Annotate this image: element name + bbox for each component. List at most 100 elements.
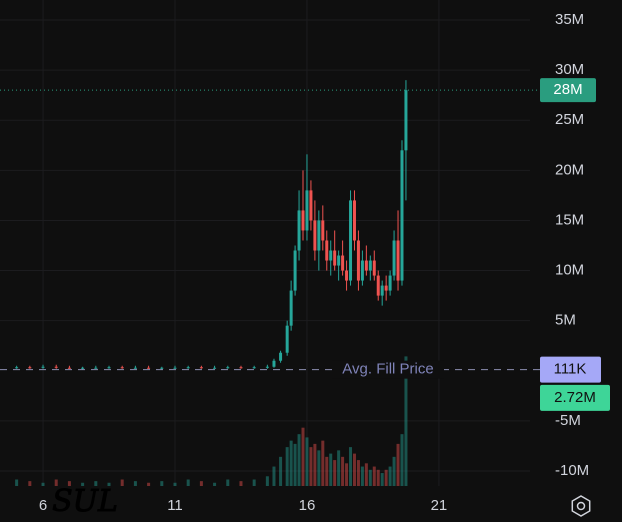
volume-bar <box>317 450 321 486</box>
candle-body <box>147 367 151 369</box>
settings-icon[interactable] <box>571 495 591 517</box>
candle-body <box>337 255 341 266</box>
candle-body <box>376 275 380 296</box>
volume-bar <box>239 481 243 486</box>
candle-body <box>368 260 372 271</box>
candle-body <box>265 366 269 368</box>
volume-bar <box>301 427 305 486</box>
volume-bar <box>392 456 396 486</box>
last-price-tag <box>540 78 596 103</box>
x-tick-label: 11 <box>167 497 183 514</box>
avg-fill-tag <box>540 356 601 383</box>
volume-bar <box>293 443 297 486</box>
candle-body <box>107 367 111 369</box>
candle-body <box>297 210 301 251</box>
volume-bar <box>309 447 313 486</box>
volume-bar <box>337 450 341 486</box>
volume-bar <box>173 482 177 486</box>
volume-bar <box>384 469 388 486</box>
x-tick-label: 21 <box>431 497 448 514</box>
volume-bar <box>341 456 345 486</box>
volume-bar <box>400 434 404 486</box>
candle-body <box>313 220 317 251</box>
volume-bar <box>285 447 289 486</box>
volume-bar <box>321 440 325 486</box>
candle-body <box>133 367 137 369</box>
candle-body <box>94 367 98 369</box>
candle-body <box>305 190 309 231</box>
settings-hexagon[interactable] <box>571 495 591 517</box>
volume-bar <box>372 466 376 486</box>
volume-bar <box>67 481 71 486</box>
avg-fill-text: Avg. Fill Price <box>342 361 433 378</box>
x-tick-label: 16 <box>299 497 316 514</box>
scribble-annotation: SUL <box>52 484 118 519</box>
y-tick-label: 15M <box>555 211 584 228</box>
candle-body <box>54 366 58 368</box>
candle-body <box>213 367 217 369</box>
volume-bar <box>368 469 372 486</box>
candle-body <box>329 250 333 261</box>
volume-bar <box>356 460 360 486</box>
volume-bar <box>388 466 392 486</box>
volume-bar <box>364 463 368 486</box>
y-tick-label: 10M <box>555 262 584 279</box>
y-tick-label: -10M <box>555 462 589 479</box>
candle-body <box>160 367 164 369</box>
volume-bar <box>41 482 45 486</box>
candle-body <box>120 367 124 369</box>
candle-body <box>341 255 345 271</box>
volume-bar <box>94 481 98 486</box>
candle-body <box>199 367 203 369</box>
y-tick-label: 25M <box>555 111 584 128</box>
volume-bar <box>360 466 364 486</box>
last-price-label: 28M <box>553 81 582 98</box>
candle-body <box>325 240 329 261</box>
volume-bar <box>265 476 269 486</box>
volume-bar <box>133 481 137 486</box>
volume-bar <box>352 453 356 486</box>
candle-body <box>28 367 32 369</box>
y-tick-label: 5M <box>555 312 576 329</box>
candle-body <box>349 200 353 281</box>
candle-body <box>380 285 384 296</box>
volume-bar <box>289 440 293 486</box>
settings-center[interactable] <box>576 501 586 511</box>
volume-bar <box>120 479 124 486</box>
candle-body <box>301 210 305 231</box>
volume-bar <box>252 479 256 486</box>
candle-body <box>333 250 337 266</box>
candle-body <box>186 367 190 369</box>
volume-bar <box>349 447 353 486</box>
candle-body <box>384 285 388 291</box>
volume-tag-label: 2.72M <box>554 389 596 406</box>
volume-bar <box>272 466 276 486</box>
volume-bar <box>186 479 190 486</box>
candle-body <box>279 352 283 361</box>
candle-body <box>364 260 368 271</box>
volume-bar <box>325 456 329 486</box>
volume-bar <box>279 456 283 486</box>
candle-body <box>293 250 297 291</box>
volume-bar <box>396 443 400 486</box>
y-tick-label: -5M <box>555 412 581 429</box>
volume-bar <box>213 482 217 486</box>
y-tick-label: 30M <box>555 61 584 78</box>
candle-body <box>173 367 177 369</box>
candle-body <box>67 367 71 369</box>
candle-body <box>289 290 293 326</box>
candle-body <box>15 367 19 369</box>
volume-bar <box>404 356 408 486</box>
candle-body <box>404 90 408 151</box>
candle-body <box>352 200 356 241</box>
volume-bar <box>54 479 58 486</box>
candle-body <box>396 240 400 281</box>
candle-body <box>392 240 396 276</box>
candle-body <box>317 220 321 251</box>
volume-bar <box>333 460 337 486</box>
candle-body <box>321 220 325 241</box>
candle-body <box>372 260 376 276</box>
volume-bar <box>147 482 151 486</box>
candle-body <box>356 240 360 281</box>
